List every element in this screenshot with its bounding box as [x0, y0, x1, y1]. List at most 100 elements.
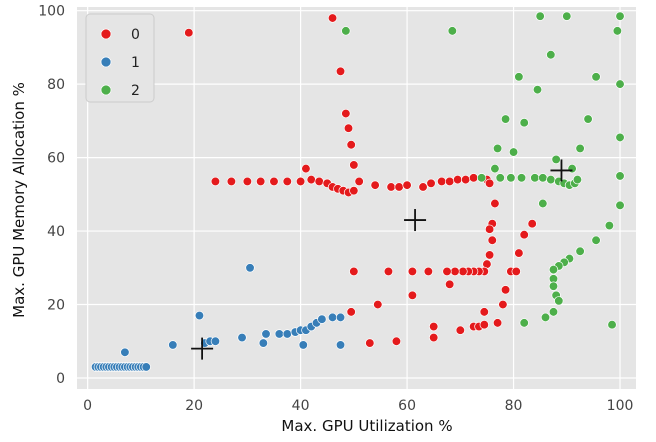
- data-point-cluster-2: [538, 198, 548, 209]
- data-point-cluster-0: [479, 307, 489, 317]
- data-point-cluster-0: [210, 176, 221, 187]
- data-point-cluster-0: [370, 180, 380, 190]
- data-point-cluster-0: [346, 307, 356, 317]
- data-point-cluster-0: [450, 266, 460, 277]
- x-axis-label: Max. GPU Utilization %: [281, 417, 452, 435]
- y-axis-label: Max. GPU Memory Allocation %: [10, 82, 28, 318]
- data-point-cluster-1: [245, 263, 255, 273]
- data-point-cluster-0: [407, 290, 418, 300]
- data-point-cluster-0: [335, 66, 346, 76]
- data-point-cluster-2: [554, 296, 564, 306]
- data-point-cluster-0: [418, 182, 428, 192]
- data-point-cluster-0: [437, 176, 447, 187]
- data-point-cluster-0: [354, 176, 364, 187]
- data-point-cluster-0: [373, 299, 383, 310]
- data-point-cluster-2: [615, 171, 625, 181]
- data-point-cluster-2: [548, 264, 559, 275]
- data-point-cluster-0: [468, 173, 479, 183]
- y-tick-label: 100: [38, 4, 65, 20]
- data-point-cluster-2: [492, 143, 503, 154]
- data-point-cluster-0: [349, 266, 359, 277]
- data-point-cluster-0: [391, 336, 402, 346]
- data-point-cluster-2: [615, 11, 625, 21]
- data-point-cluster-0: [429, 332, 439, 343]
- legend-label: 1: [131, 55, 140, 71]
- data-point-cluster-0: [343, 123, 354, 133]
- data-point-cluster-1: [237, 332, 247, 343]
- data-point-cluster-0: [445, 176, 455, 187]
- data-point-cluster-1: [317, 314, 327, 324]
- data-point-cluster-0: [429, 321, 439, 332]
- data-point-cluster-0: [306, 174, 316, 185]
- data-point-cluster-1: [335, 340, 346, 350]
- data-point-cluster-2: [476, 173, 487, 183]
- data-point-cluster-1: [274, 329, 284, 339]
- data-point-cluster-2: [591, 72, 601, 82]
- data-point-cluster-2: [572, 174, 583, 185]
- data-point-cluster-1: [210, 336, 221, 346]
- cluster-centroids: [191, 159, 573, 360]
- data-point-cluster-2: [341, 26, 351, 36]
- data-point-cluster-1: [327, 312, 338, 323]
- data-point-cluster-0: [498, 299, 508, 310]
- data-point-cluster-0: [402, 180, 412, 190]
- data-point-cluster-0: [458, 266, 468, 277]
- data-point-cluster-2: [546, 174, 556, 185]
- data-point-cluster-0: [426, 178, 436, 188]
- data-point-cluster-0: [184, 28, 194, 38]
- data-point-cluster-1: [141, 362, 151, 372]
- legend-marker: [100, 84, 112, 96]
- data-point-cluster-2: [540, 312, 551, 323]
- data-point-cluster-1: [298, 340, 308, 350]
- data-point-cluster-2: [447, 26, 457, 36]
- data-point-cluster-1: [261, 329, 271, 339]
- y-tick-label: 0: [56, 371, 65, 387]
- data-point-cluster-0: [407, 266, 418, 277]
- data-point-cluster-0: [479, 320, 489, 330]
- data-point-cluster-0: [383, 266, 394, 277]
- data-point-cluster-2: [495, 173, 505, 183]
- data-point-cluster-0: [346, 140, 356, 150]
- x-tick-label: 80: [505, 398, 523, 414]
- y-axis-ticks: 0 20 40 60 80 100: [38, 4, 65, 387]
- data-point-cluster-2: [514, 72, 524, 82]
- data-point-cluster-2: [607, 320, 617, 330]
- data-point-cluster-1: [168, 340, 178, 350]
- x-tick-label: 100: [607, 398, 634, 414]
- centroid-marker: [550, 159, 573, 182]
- data-point-cluster-0: [327, 13, 338, 23]
- data-point-cluster-0: [484, 178, 495, 188]
- data-point-cluster-0: [442, 266, 452, 277]
- data-point-cluster-0: [487, 235, 497, 245]
- data-point-cluster-0: [484, 224, 495, 234]
- data-point-cluster-0: [301, 163, 311, 174]
- y-tick-label: 60: [47, 151, 65, 167]
- data-point-cluster-0: [269, 176, 279, 187]
- data-point-cluster-2: [583, 114, 593, 124]
- x-tick-label: 0: [83, 398, 92, 414]
- data-point-cluster-0: [492, 318, 503, 328]
- data-point-cluster-2: [567, 163, 577, 174]
- data-point-cluster-0: [349, 186, 359, 196]
- data-point-cluster-2: [546, 50, 556, 60]
- centroid-marker: [191, 337, 214, 360]
- data-point-cluster-0: [256, 176, 266, 187]
- data-point-cluster-0: [453, 174, 463, 185]
- data-point-cluster-2: [490, 163, 500, 174]
- data-point-cluster-0: [460, 174, 471, 185]
- data-point-cluster-0: [386, 182, 396, 192]
- data-point-cluster-0: [455, 325, 465, 335]
- data-point-cluster-2: [591, 235, 601, 245]
- data-point-cluster-2: [519, 118, 529, 128]
- data-point-cluster-1: [282, 329, 292, 339]
- data-points: [90, 11, 625, 372]
- data-point-cluster-0: [527, 219, 537, 229]
- x-tick-label: 20: [185, 398, 203, 414]
- data-point-cluster-0: [519, 230, 529, 240]
- data-point-cluster-2: [548, 281, 559, 291]
- legend-marker: [100, 56, 112, 68]
- y-tick-label: 80: [47, 77, 65, 93]
- data-point-cluster-2: [575, 246, 585, 256]
- data-point-cluster-2: [500, 114, 511, 124]
- data-point-cluster-0: [365, 338, 375, 348]
